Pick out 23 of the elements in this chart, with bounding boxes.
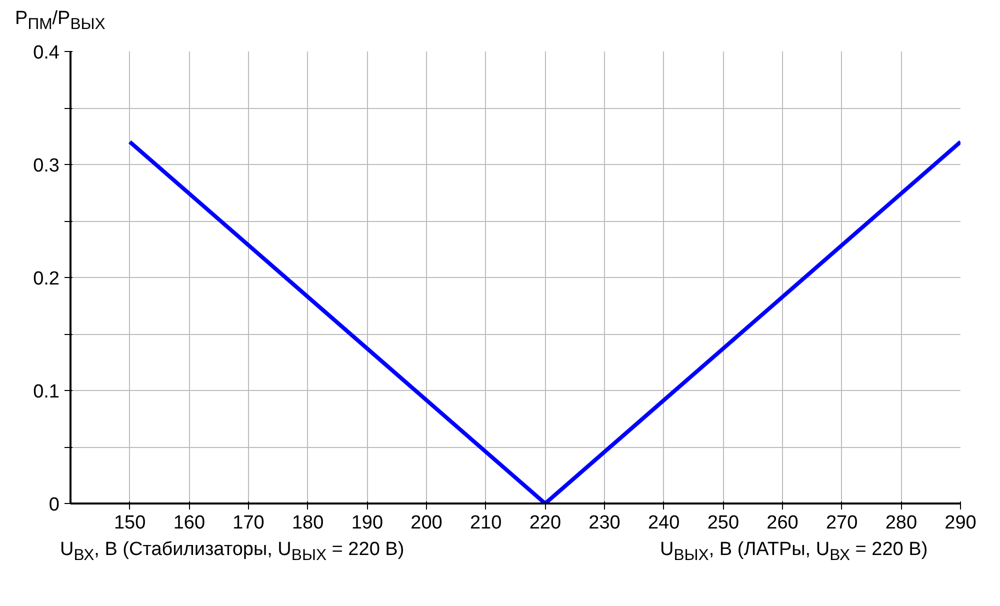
- y-tick-label: 0.3: [33, 156, 60, 177]
- y-tick-label: 0.2: [33, 268, 60, 290]
- x-tick-label: 280: [885, 512, 918, 534]
- x-tick-label: 230: [588, 512, 620, 534]
- x-tick-label: 290: [944, 512, 976, 534]
- x-tick-label: 180: [292, 512, 324, 534]
- y-tick-label: 0.4: [33, 42, 60, 64]
- x-tick-label: 210: [470, 512, 502, 534]
- x-tick-label: 150: [114, 512, 146, 534]
- text: U$_{ВЫХ}$, В (ЛАТРы, U$_{ВХ}$ = 220 В): [660, 538, 928, 566]
- x-axis-title: U$_{ВХ}$, В (Стабилизаторы, U$_{ВЫХ}$ = 220 В): [60, 538, 404, 566]
- y-axis-title: P$_{ПМ}$/P$_{ВЫХ}$: [15, 7, 106, 35]
- x-tick-label: 270: [826, 512, 858, 534]
- y-tick-label: 0.1: [33, 382, 60, 403]
- x-tick-label: 190: [351, 512, 384, 534]
- x-tick-label: 250: [707, 512, 740, 534]
- x-tick-label: 200: [410, 512, 442, 534]
- y-tick-label: 0: [48, 494, 60, 516]
- x-tick-label: 220: [529, 512, 562, 534]
- x-tick-label: 240: [648, 512, 680, 534]
- x-tick-label: 170: [232, 512, 264, 534]
- x-tick-label: 260: [766, 512, 798, 534]
- x-tick-label: 160: [173, 512, 206, 534]
